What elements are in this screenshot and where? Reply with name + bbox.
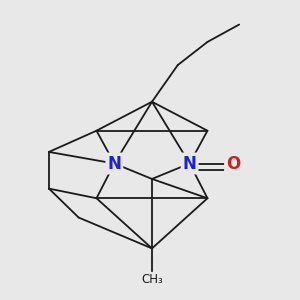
Text: O: O	[226, 154, 240, 172]
Text: N: N	[107, 154, 121, 172]
Text: CH₃: CH₃	[141, 273, 163, 286]
Text: N: N	[183, 154, 196, 172]
